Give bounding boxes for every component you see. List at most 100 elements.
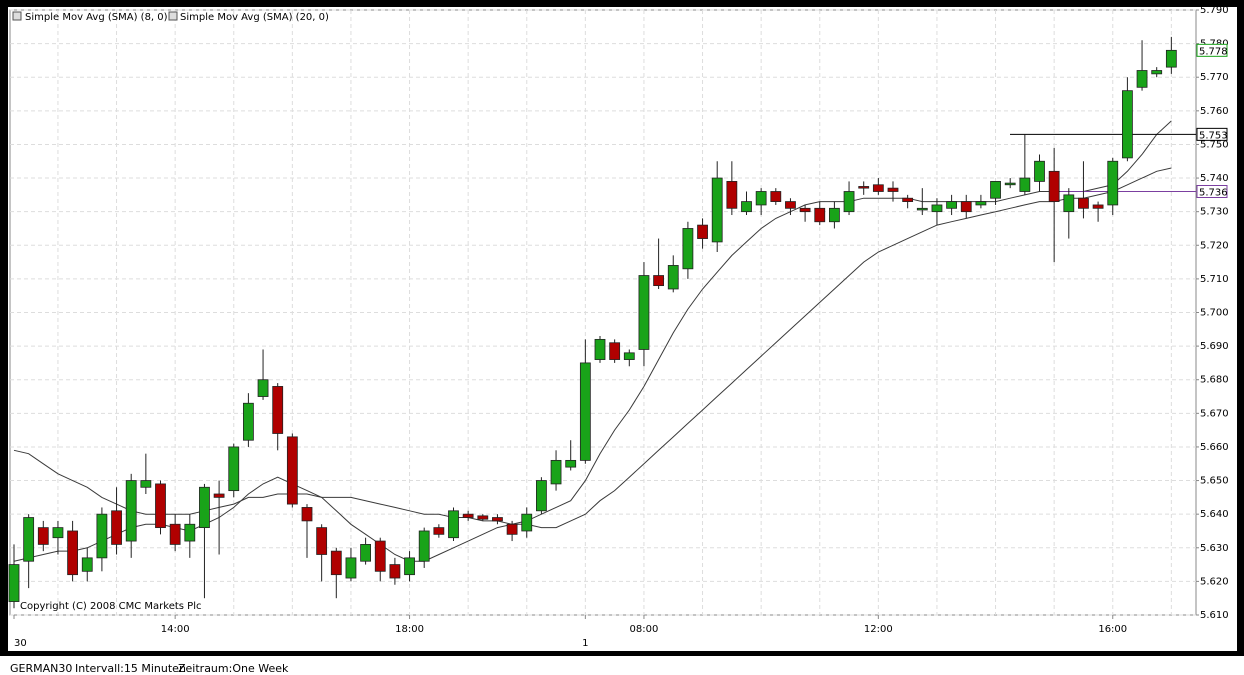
candle-body: [96, 513, 108, 559]
level-box: [1196, 127, 1228, 141]
candle-body: [946, 201, 957, 209]
candle-body: [667, 265, 679, 290]
candle-body: [213, 493, 225, 498]
candle-body: [902, 197, 914, 202]
candle-body: [638, 275, 650, 350]
candle-body: [286, 436, 298, 505]
x-tick-label: 14:00: [161, 624, 190, 635]
candle-body: [462, 513, 474, 518]
candle-body: [52, 527, 64, 539]
y-tick-label: 5.620: [1200, 576, 1229, 587]
x-tick-label: 12:00: [864, 624, 893, 635]
y-tick-label: 5.700: [1200, 308, 1229, 319]
candle-body: [404, 557, 415, 576]
copyright: Copyright (C) 2008 CMC Markets Plc: [20, 601, 201, 612]
candle-body: [521, 513, 533, 532]
candle-body: [755, 191, 767, 206]
candle-body: [242, 402, 254, 441]
level-label: 5.753: [1199, 130, 1228, 141]
candle-body: [492, 517, 503, 522]
candle-body: [23, 517, 35, 562]
candle-body: [916, 207, 928, 211]
y-tick-label: 5.660: [1200, 442, 1229, 453]
candle-body: [1004, 182, 1016, 186]
candle-body: [1107, 160, 1119, 206]
x-tick-label: 30: [14, 638, 27, 649]
candle-body: [579, 362, 591, 461]
candle-body: [726, 181, 738, 209]
candle-body: [140, 480, 152, 488]
candle-body: [858, 186, 870, 189]
candle-body: [594, 338, 606, 360]
candle-body: [345, 557, 357, 579]
x-tick-label: 18:00: [395, 624, 424, 635]
candle-body: [829, 207, 840, 223]
candle-body: [389, 564, 401, 579]
candle-body: [199, 486, 210, 529]
candle-body: [301, 507, 313, 522]
candle-body: [1063, 194, 1075, 213]
legend: Simple Mov Avg (SMA) (8, 0) Simple Mov A…: [12, 11, 329, 23]
candle-body: [1019, 177, 1031, 192]
candle-body: [1122, 90, 1133, 159]
candle-body: [814, 207, 826, 223]
candle-body: [975, 201, 987, 206]
y-tick-label: 5.790: [1200, 5, 1229, 16]
candle-body: [448, 510, 459, 539]
candle-body: [1048, 170, 1060, 202]
y-tick-label: 5.680: [1200, 375, 1229, 386]
legend-box[interactable]: [168, 11, 178, 21]
y-tick-label: 5.760: [1200, 106, 1229, 117]
candle-body: [1165, 49, 1177, 68]
candle-body: [872, 184, 884, 192]
candle-body: [184, 523, 196, 542]
candle-body: [1136, 70, 1148, 88]
candle-body: [931, 204, 943, 213]
y-tick-label: 5.630: [1200, 543, 1229, 554]
candle-body: [433, 527, 445, 535]
level-box: [1196, 185, 1228, 198]
candle-body: [1151, 70, 1163, 75]
candle-body: [360, 544, 372, 562]
y-tick-label: 5.750: [1200, 139, 1229, 150]
candle-body: [565, 459, 577, 468]
y-tick-label: 5.720: [1200, 240, 1229, 251]
candle-body: [799, 207, 811, 213]
y-tick-label: 5.640: [1200, 509, 1229, 520]
candle-body: [228, 446, 240, 492]
y-tick-label: 5.650: [1200, 476, 1229, 487]
level-label: 5.736: [1199, 188, 1228, 199]
candle-body: [37, 527, 49, 545]
candle-body: [316, 527, 328, 555]
legend-box[interactable]: [12, 11, 22, 21]
candle-body: [8, 564, 20, 602]
candle-body: [550, 459, 562, 485]
candle-body: [418, 530, 430, 562]
candle-body: [1078, 197, 1089, 209]
candle-body: [506, 523, 518, 535]
candle-body: [67, 530, 78, 576]
y-tick-label: 5.770: [1200, 72, 1229, 83]
x-tick-label: 16:00: [1098, 624, 1127, 635]
candle-body: [1092, 204, 1104, 209]
candle-body: [887, 187, 899, 192]
candle-body: [169, 523, 181, 545]
legend-label: Simple Mov Avg (SMA) (8, 0): [25, 12, 168, 23]
candle-body: [785, 201, 796, 209]
y-tick-label: 5.690: [1200, 341, 1229, 352]
candle-body: [257, 379, 269, 397]
footer-interval: Intervall:15 Minuten: [75, 662, 186, 675]
candle-body: [843, 191, 855, 213]
footer-symbol: GERMAN30: [10, 662, 72, 675]
candle-body: [125, 480, 137, 542]
candle-body: [1034, 160, 1045, 182]
x-tick-label: 1: [582, 638, 588, 649]
candle-body: [81, 557, 93, 572]
candle-body: [741, 201, 752, 213]
x-tick-label: 08:00: [630, 624, 659, 635]
y-tick-label: 5.710: [1200, 274, 1229, 285]
candle-body: [960, 201, 972, 213]
y-tick-label: 5.670: [1200, 408, 1229, 419]
candle-body: [697, 224, 708, 239]
